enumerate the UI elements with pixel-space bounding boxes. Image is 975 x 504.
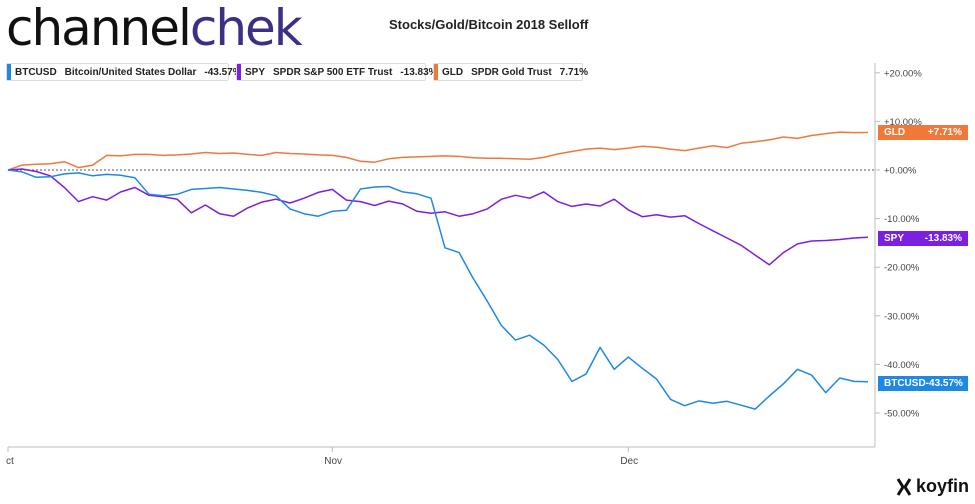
legend-item-gld[interactable]: GLD SPDR Gold Trust 7.71% [433,63,588,81]
koyfin-logo: koyfin [896,476,969,497]
koyfin-wordmark: koyfin [916,476,970,496]
tag-value: -13.83% [924,233,962,244]
plot-area [8,63,875,447]
legend-description: SPDR Gold Trust [471,66,552,78]
legend-description: Bitcoin/United States Dollar [64,66,197,78]
tag-symbol: SPY [884,233,905,244]
legend-value: 7.71% [559,66,589,78]
series-line-spy [7,168,869,266]
tag-symbol: BTCUSD [884,378,926,389]
x-tick-label: Dec [620,456,638,467]
legend-color-swatch [434,64,438,80]
legend-color-swatch [237,64,241,80]
y-tick-label: +10.00% [884,117,922,128]
y-tick-label: -40.00% [884,360,920,371]
legend-color-swatch [7,64,11,80]
channelchek-logo: channelchek [6,0,303,57]
tag-value: -43.57% [925,378,963,389]
spy-value-tag: SPY -13.83% [878,231,968,246]
legend-item-spy[interactable]: SPY SPDR S&P 500 ETF Trust -13.83% [236,63,438,81]
legend-symbol: BTCUSD [15,66,57,78]
legend-symbol: GLD [442,66,464,78]
legend-description: SPDR S&P 500 ETF Trust [273,66,393,78]
series-line-btcusd [7,169,869,410]
y-tick-label: +0.00% [884,166,917,177]
btcusd-value-tag: BTCUSD -43.57% [878,376,968,391]
tag-symbol: GLD [884,127,906,138]
legend-item-btcusd[interactable]: BTCUSD Bitcoin/United States Dollar -43.… [6,63,242,81]
series-lines [7,131,869,410]
x-tick-label: ct [6,456,14,467]
y-tick-label: -50.00% [884,409,920,420]
tag-value: +7.71% [927,127,962,138]
y-tick-label: -10.00% [884,214,920,225]
legend-symbol: SPY [245,66,266,78]
y-tick-label: -30.00% [884,311,920,322]
x-axis-ticks: ct Nov Dec [6,447,638,467]
y-tick-label: -20.00% [884,263,920,274]
legend-value: -13.83% [400,66,438,78]
legend-value: -43.57% [204,66,242,78]
chart-title: Stocks/Gold/Bitcoin 2018 Selloff [389,17,589,32]
y-tick-label: +20.00% [884,68,922,79]
x-tick-label: Nov [324,456,342,467]
koyfin-mark-icon [896,477,912,496]
gld-value-tag: GLD +7.71% [878,125,968,140]
series-line-gld [7,131,869,171]
y-axis-ticks: +20.00% +10.00% +0.00% -10.00% -20.00% -30.00… [875,68,922,420]
